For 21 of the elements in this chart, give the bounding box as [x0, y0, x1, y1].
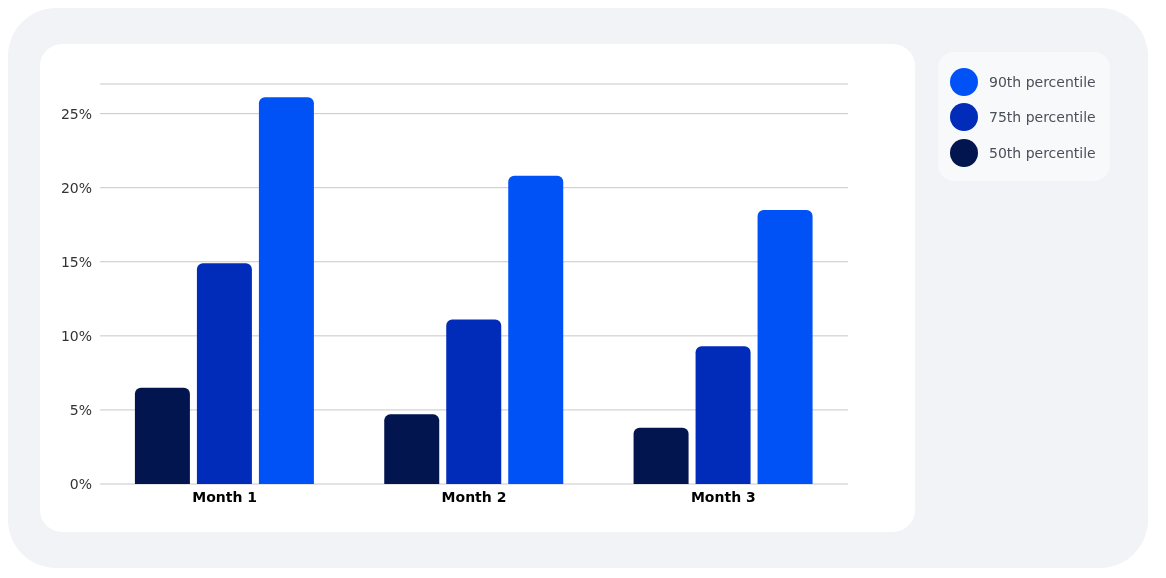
x-tick-label: Month 2	[441, 488, 507, 505]
y-tick-label: 25%	[60, 105, 92, 122]
bar	[757, 209, 813, 484]
bar	[695, 346, 751, 484]
bar	[196, 263, 252, 484]
y-tick-label: 15%	[60, 253, 92, 270]
legend-label: 50th percentile	[989, 144, 1096, 161]
legend-label: 90th percentile	[989, 73, 1096, 90]
bar	[384, 414, 440, 484]
y-tick-label: 5%	[69, 401, 92, 418]
bar	[258, 97, 314, 484]
bar	[633, 427, 689, 484]
x-tick-label: Month 3	[690, 488, 756, 505]
legend-label: 75th percentile	[989, 109, 1096, 126]
y-tick-label: 10%	[60, 327, 92, 344]
x-tick-label: Month 1	[192, 488, 258, 505]
bar	[508, 175, 564, 484]
bar	[134, 387, 190, 484]
bar	[446, 319, 502, 484]
y-tick-label: 20%	[60, 179, 92, 196]
y-tick-label: 0%	[69, 475, 92, 492]
